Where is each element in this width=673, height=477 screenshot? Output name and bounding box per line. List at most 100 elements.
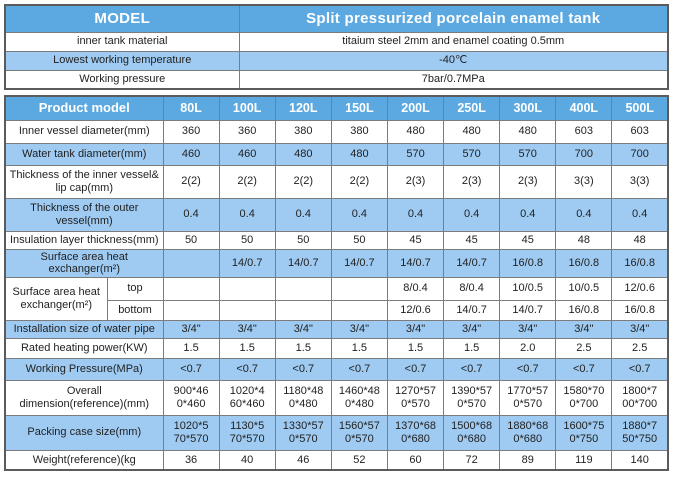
spec-value-cell: 48 bbox=[555, 230, 613, 250]
spec-value-cell: 1.5 bbox=[386, 337, 445, 359]
model-column-header: 120L bbox=[274, 95, 332, 121]
spec-value-cell: 1880*7 50*750 bbox=[611, 414, 669, 451]
table-row-heat-exchanger-top: Surface area heat exchanger(m²) top 8/0.… bbox=[4, 276, 669, 321]
spec-value-cell: 89 bbox=[499, 449, 557, 471]
spec-value-cell: 380 bbox=[274, 119, 332, 144]
spec-value-cell: <0.7 bbox=[443, 357, 501, 381]
summary-row-lowest-working-temperature: Lowest working temperature -40℃ bbox=[4, 50, 669, 71]
spec-value-cell: 1460*48 0*480 bbox=[330, 379, 388, 416]
spec-value-cell: <0.7 bbox=[611, 357, 669, 381]
model-column-header: 300L bbox=[499, 95, 557, 121]
spec-value-cell: 0.4 bbox=[274, 197, 332, 232]
spec-value-cell: 0.4 bbox=[218, 197, 276, 232]
spec-value-cell: 14/0.7 bbox=[443, 248, 501, 278]
spec-value-cell: 2(3) bbox=[443, 164, 501, 199]
table-row-water-tank-diameter: Water tank diameter(mm) 460 460 480 480 570 5… bbox=[4, 142, 669, 166]
spec-value-cell: 3/4" bbox=[443, 319, 501, 339]
spec-value-cell: 570 bbox=[386, 142, 445, 166]
spec-value-cell: <0.7 bbox=[330, 357, 388, 381]
spec-value-cell: 460 bbox=[162, 142, 220, 166]
spec-value-cell: 570 bbox=[499, 142, 557, 166]
spec-value-cell: 1020*5 70*570 bbox=[162, 414, 220, 451]
model-column-header: 200L bbox=[386, 95, 445, 121]
spec-value-cell bbox=[218, 299, 276, 321]
spec-value-cell: 1.5 bbox=[443, 337, 501, 359]
spec-value-cell: 10/0.5 bbox=[555, 276, 613, 301]
spec-value-cell: 14/0.7 bbox=[330, 248, 388, 278]
row-label: Overall dimension(reference)(mm) bbox=[4, 379, 164, 416]
table-row-weight: Weight(reference)(kg 36 40 46 52 60 72 89 119 14… bbox=[4, 449, 669, 471]
model-column-header: 80L bbox=[162, 95, 220, 121]
spec-value-cell: <0.7 bbox=[555, 357, 613, 381]
spec-label: inner tank material bbox=[4, 31, 240, 52]
spec-value-cell: 460 bbox=[218, 142, 276, 166]
spec-value-cell: 40 bbox=[218, 449, 276, 471]
table-row-working-pressure: Working Pressure(MPa) <0.7 <0.7 <0.7 <0.7 <0… bbox=[4, 357, 669, 381]
spec-value-cell: 52 bbox=[330, 449, 388, 471]
spec-value-cell: 900*46 0*460 bbox=[162, 379, 220, 416]
spec-value-cell: 0.4 bbox=[611, 197, 669, 232]
spec-value-cell: <0.7 bbox=[218, 357, 276, 381]
spec-value-cell: 1180*48 0*480 bbox=[274, 379, 332, 416]
model-column-header: 250L bbox=[443, 95, 501, 121]
table-row-insulation-thickness: Insulation layer thickness(mm) 50 50 50 50 4… bbox=[4, 230, 669, 250]
spec-value-cell: 2(3) bbox=[499, 164, 557, 199]
spec-value-cell: 480 bbox=[274, 142, 332, 166]
spec-value-cell: 2.5 bbox=[555, 337, 613, 359]
table-row-water-pipe-size: Installation size of water pipe 3/4" 3/4"… bbox=[4, 319, 669, 339]
spec-value-cell bbox=[162, 248, 220, 278]
table-row-rated-heating-power: Rated heating power(KW) 1.5 1.5 1.5 1.5 1.5 1… bbox=[4, 337, 669, 359]
row-label: Insulation layer thickness(mm) bbox=[4, 230, 164, 250]
spec-value-cell: 603 bbox=[611, 119, 669, 144]
spec-value-cell: 1770*57 0*570 bbox=[499, 379, 557, 416]
row-label: Working Pressure(MPa) bbox=[4, 357, 164, 381]
spec-value-cell: 1800*7 00*700 bbox=[611, 379, 669, 416]
model-column-header: 500L bbox=[611, 95, 669, 121]
spec-value-cell: 12/0.6 bbox=[386, 299, 445, 321]
spec-value-cell: 50 bbox=[162, 230, 220, 250]
spec-value-cell: 8/0.4 bbox=[386, 276, 445, 301]
spec-value-cell: 14/0.7 bbox=[443, 299, 501, 321]
spec-value-cell: 8/0.4 bbox=[443, 276, 501, 301]
spec-value-cell: 2(2) bbox=[274, 164, 332, 199]
spec-value-cell: 0.4 bbox=[499, 197, 557, 232]
spec-value-cell: 3/4" bbox=[162, 319, 220, 339]
table-row-inner-vessel-thickness: Thickness of the inner vessel& lip cap(m… bbox=[4, 164, 669, 199]
spec-value-cell: 3/4" bbox=[555, 319, 613, 339]
summary-row-inner-tank-material: inner tank material titaium steel 2mm an… bbox=[4, 31, 669, 52]
spec-value-cell: 3(3) bbox=[555, 164, 613, 199]
spec-value-cell: 1020*4 60*460 bbox=[218, 379, 276, 416]
spec-value-cell: 3/4" bbox=[274, 319, 332, 339]
spec-value-cell: 46 bbox=[274, 449, 332, 471]
spec-value: 7bar/0.7MPa bbox=[238, 69, 669, 90]
spec-value-cell: <0.7 bbox=[499, 357, 557, 381]
spec-value-cell: 16/0.8 bbox=[555, 248, 613, 278]
spec-value-cell: 1580*70 0*700 bbox=[555, 379, 613, 416]
spec-value-cell: 1130*5 70*570 bbox=[218, 414, 276, 451]
model-column-header: 100L bbox=[218, 95, 276, 121]
spec-value-cell bbox=[274, 299, 332, 321]
spec-value-cell: 480 bbox=[443, 119, 501, 144]
spec-label: Working pressure bbox=[4, 69, 240, 90]
spec-value-cell: 3(3) bbox=[611, 164, 669, 199]
row-label: Installation size of water pipe bbox=[4, 319, 164, 339]
spec-value-cell: 2(2) bbox=[330, 164, 388, 199]
spec-value-cell: 1.5 bbox=[218, 337, 276, 359]
row-label: Thickness of the inner vessel& lip cap(m… bbox=[4, 164, 164, 199]
spec-value-cell: 48 bbox=[611, 230, 669, 250]
spec-value-cell: 3/4" bbox=[611, 319, 669, 339]
table-row-overall-dimension: Overall dimension(reference)(mm) 900*46 … bbox=[4, 379, 669, 416]
spec-value-cell: 480 bbox=[330, 142, 388, 166]
spec-value-cell: <0.7 bbox=[386, 357, 445, 381]
spec-value-cell bbox=[162, 299, 220, 321]
spec-value-cell: 603 bbox=[555, 119, 613, 144]
spec-value-cell: 10/0.5 bbox=[499, 276, 557, 301]
row-label: Thickness of the outer vessel(mm) bbox=[4, 197, 164, 232]
table-row-inner-vessel-diameter: Inner vessel diameter(mm) 360 360 380 380 48… bbox=[4, 119, 669, 144]
spec-value-cell: 2(2) bbox=[218, 164, 276, 199]
summary-row-working-pressure: Working pressure 7bar/0.7MPa bbox=[4, 69, 669, 90]
spec-value-cell: 1600*75 0*750 bbox=[555, 414, 613, 451]
spec-value-cell: 16/0.8 bbox=[611, 248, 669, 278]
spec-value-cell: 1880*68 0*680 bbox=[499, 414, 557, 451]
